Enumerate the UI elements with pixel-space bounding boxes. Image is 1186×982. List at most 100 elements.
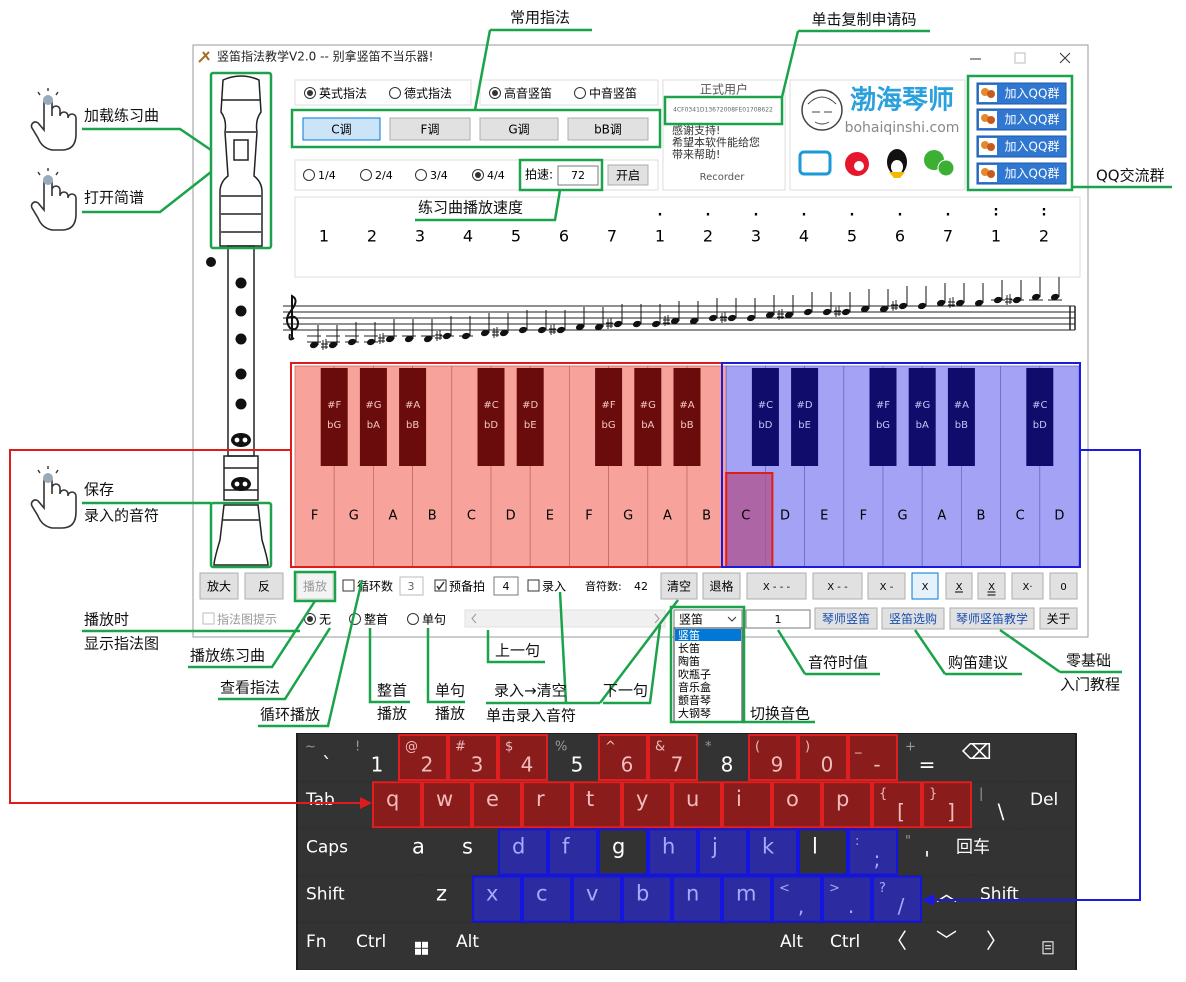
keyboard-key[interactable] [298, 828, 398, 876]
prebeat-input[interactable] [493, 576, 519, 596]
qq-button[interactable] [976, 135, 1067, 158]
zoom-button[interactable] [199, 572, 239, 600]
keyboard-key[interactable] [672, 875, 722, 923]
black-key[interactable] [399, 368, 427, 466]
keyboard-key[interactable] [948, 734, 1075, 781]
duration-button[interactable] [867, 572, 906, 600]
key-button[interactable] [567, 117, 649, 141]
keyboard-key[interactable] [772, 781, 822, 829]
fingering-radio[interactable] [389, 87, 401, 99]
qq-button[interactable] [976, 82, 1067, 105]
keyboard-key[interactable] [922, 922, 972, 970]
link-button[interactable] [814, 607, 878, 630]
keyboard-key[interactable] [772, 875, 822, 923]
link-button[interactable] [949, 607, 1035, 630]
keyboard-key[interactable] [498, 922, 772, 970]
duration-button[interactable] [1049, 572, 1078, 600]
prebeat-checkbox[interactable] [434, 579, 447, 592]
close[interactable] [1059, 52, 1071, 64]
keyboard-key[interactable] [972, 922, 1022, 970]
keyboard-key[interactable] [472, 875, 522, 923]
black-key[interactable] [908, 368, 936, 466]
keyboard-key[interactable] [298, 922, 348, 970]
black-key[interactable] [869, 368, 897, 466]
black-key[interactable] [477, 368, 505, 466]
keyboard-key[interactable] [648, 734, 698, 781]
keyboard-key[interactable] [698, 734, 748, 781]
scroll-arrow[interactable] [654, 613, 660, 624]
keyboard-key[interactable] [972, 781, 1022, 829]
keyboard-key[interactable] [622, 875, 672, 923]
keyboard-key[interactable] [472, 781, 522, 829]
keyboard-key[interactable] [772, 922, 822, 970]
scroll-arrow[interactable] [471, 613, 477, 624]
black-key[interactable] [947, 368, 975, 466]
recorder-radio[interactable] [574, 87, 586, 99]
duration-button[interactable] [746, 572, 807, 600]
tempo-input[interactable] [557, 165, 599, 186]
keyboard-key[interactable] [498, 734, 548, 781]
keyboard-key[interactable] [298, 875, 422, 923]
black-key[interactable] [359, 368, 387, 466]
note-value-input[interactable] [745, 609, 811, 629]
duration-button[interactable] [945, 572, 973, 600]
key-button[interactable] [479, 117, 559, 141]
loop-input[interactable] [399, 576, 424, 596]
keyboard-key[interactable] [398, 828, 448, 876]
play-mode-radio[interactable] [407, 613, 419, 625]
qq-button[interactable] [976, 162, 1067, 185]
keyboard-key[interactable] [798, 828, 848, 876]
link-button[interactable] [1039, 607, 1078, 630]
keyboard-key[interactable] [748, 828, 798, 876]
keyboard-key[interactable] [648, 828, 698, 876]
black-key[interactable] [634, 368, 662, 466]
keyboard-key[interactable] [1022, 781, 1075, 829]
duration-button[interactable] [1011, 572, 1044, 600]
beat-radio[interactable] [415, 169, 427, 181]
key-button[interactable] [389, 117, 471, 141]
keyboard-key[interactable] [572, 781, 622, 829]
keyboard-key[interactable] [898, 828, 948, 876]
keyboard-key[interactable] [898, 734, 948, 781]
loop-checkbox[interactable] [342, 579, 355, 592]
keyboard-key[interactable] [348, 922, 398, 970]
keyboard-key[interactable] [798, 734, 848, 781]
key-button[interactable] [302, 117, 381, 141]
keyboard-key[interactable] [522, 875, 572, 923]
start-button[interactable] [607, 164, 649, 186]
keyboard-key[interactable] [522, 781, 572, 829]
record-checkbox[interactable] [527, 579, 540, 592]
keyboard-key[interactable] [872, 922, 922, 970]
clear-button[interactable] [660, 572, 698, 600]
keyboard-key[interactable] [622, 781, 672, 829]
black-key[interactable] [516, 368, 544, 466]
keyboard-key[interactable] [672, 781, 722, 829]
keyboard-key[interactable] [372, 781, 422, 829]
keyboard-key[interactable] [548, 828, 598, 876]
keyboard-key[interactable] [422, 781, 472, 829]
keyboard-key[interactable] [548, 734, 598, 781]
keyboard-key[interactable] [748, 734, 798, 781]
qq-button[interactable] [976, 108, 1067, 131]
link-button[interactable] [881, 607, 945, 630]
black-key[interactable] [595, 368, 623, 466]
keyboard-key[interactable] [448, 922, 498, 970]
beat-radio[interactable] [303, 169, 315, 181]
backspace-button[interactable] [702, 572, 741, 600]
reverse-button[interactable] [244, 572, 284, 600]
keyboard-key[interactable] [822, 922, 872, 970]
black-key[interactable] [320, 368, 348, 466]
keyboard-key[interactable] [722, 781, 772, 829]
scrollbar[interactable] [464, 609, 666, 628]
keyboard-key[interactable] [448, 734, 498, 781]
duration-button[interactable] [977, 572, 1006, 600]
black-key[interactable] [1026, 368, 1054, 466]
black-key[interactable] [673, 368, 701, 466]
keyboard-key[interactable] [848, 734, 898, 781]
keyboard-key[interactable] [722, 875, 772, 923]
beat-radio[interactable] [360, 169, 372, 181]
keyboard-key[interactable] [698, 828, 748, 876]
keyboard-key[interactable] [448, 828, 498, 876]
keyboard-key[interactable] [1022, 922, 1075, 970]
keyboard-key[interactable] [298, 781, 372, 829]
